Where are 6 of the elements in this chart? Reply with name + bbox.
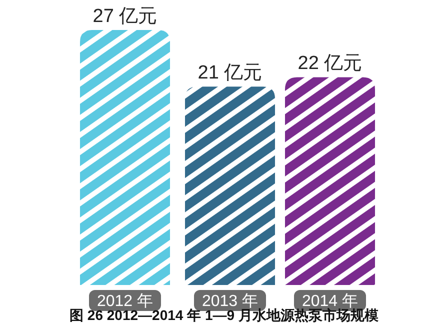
data-label: 22 亿元	[298, 53, 362, 74]
data-label: 27 亿元	[92, 6, 158, 27]
text: 图 26 2012—2014 年 1—9 月水地源热泵市场规模	[70, 307, 380, 323]
data-label: 21 亿元	[198, 62, 262, 84]
x-tick-label: 2012 年	[96, 293, 154, 310]
x-tick-label: 2013 年	[202, 293, 258, 310]
